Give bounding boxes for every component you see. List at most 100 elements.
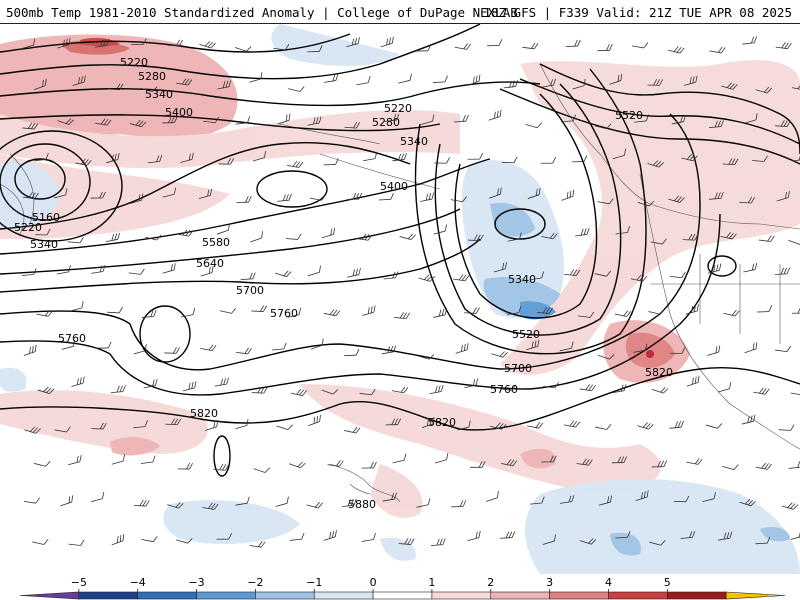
weather-map: 5220 5280 5340 5400 5160 5220 5340 5580 … — [0, 24, 800, 574]
wind-barb — [788, 239, 800, 245]
wind-barb — [310, 338, 324, 350]
wind-barb — [90, 491, 105, 503]
wind-barb — [651, 460, 668, 468]
wind-barb — [753, 387, 770, 395]
wind-barb — [308, 414, 321, 427]
contour-label: 5340 — [30, 238, 58, 251]
wind-barb — [307, 265, 321, 277]
wind-barb — [32, 539, 49, 545]
wind-barb — [35, 228, 51, 236]
contour-label: 5160 — [32, 211, 60, 224]
colorbar-segment — [725, 591, 786, 600]
wind-barb — [57, 118, 74, 125]
wind-barb — [23, 497, 41, 504]
wind-barb — [635, 490, 649, 502]
wind-barb — [647, 79, 664, 86]
wind-barb — [180, 152, 194, 163]
wind-barb — [394, 312, 411, 319]
wind-barb — [56, 265, 71, 275]
wind-barb — [612, 384, 627, 394]
wind-barb — [128, 268, 145, 275]
wind-barb — [579, 538, 597, 545]
wind-barb — [615, 226, 631, 235]
wind-barb — [235, 496, 250, 506]
colorbar-segment — [137, 591, 197, 600]
wind-barb — [344, 426, 361, 434]
contour-label: 5400 — [165, 106, 193, 119]
colorbar-segment — [549, 591, 609, 600]
wind-barb — [709, 46, 726, 54]
wind-barb — [543, 381, 560, 389]
wind-barb — [791, 306, 800, 314]
wind-barb — [721, 82, 738, 90]
wind-barb — [398, 73, 412, 84]
wind-barb — [744, 342, 758, 354]
wind-barb — [669, 347, 686, 354]
wind-barb — [775, 42, 792, 50]
wind-barb — [720, 232, 737, 240]
wind-barb — [756, 305, 773, 313]
wind-barb — [57, 37, 71, 49]
wind-barb — [307, 45, 323, 53]
wind-barb — [96, 341, 112, 349]
wind-barb — [707, 345, 721, 356]
contour-label: 5340 — [400, 135, 428, 148]
wind-barb — [468, 234, 484, 242]
wind-barb — [559, 495, 575, 504]
wind-barb — [541, 455, 557, 463]
wind-barb — [457, 420, 471, 431]
wind-barb — [37, 386, 55, 395]
wind-barb — [306, 501, 323, 509]
wind-barb — [467, 530, 481, 542]
wind-barb — [22, 122, 39, 130]
wind-barb — [285, 233, 302, 240]
wind-barb — [383, 271, 399, 280]
wind-barb — [22, 192, 39, 200]
wind-barb — [309, 194, 326, 201]
colorbar-segment — [667, 591, 727, 600]
wind-barb — [609, 73, 623, 85]
wind-barb — [356, 233, 373, 241]
wind-barb — [177, 462, 193, 470]
wind-barb — [71, 376, 85, 387]
wind-barb — [392, 453, 407, 464]
colorbar-tick-label: −4 — [130, 576, 146, 589]
wind-barb — [758, 235, 775, 242]
wind-barb — [708, 191, 724, 200]
wind-barb — [781, 502, 799, 510]
wind-barb — [614, 310, 632, 317]
wind-barb — [598, 495, 613, 506]
wind-barb — [141, 536, 158, 543]
wind-barb — [432, 75, 448, 84]
contour-label: 5220 — [14, 221, 42, 234]
wind-barb — [651, 387, 669, 394]
colorbar-segment — [372, 591, 433, 600]
colorbar-tick-label: 0 — [370, 576, 377, 589]
wind-barb — [200, 344, 217, 351]
wind-barb — [633, 343, 648, 353]
wind-barb — [421, 417, 435, 429]
wind-barb — [380, 36, 394, 48]
title-bar: 500mb Temp 1981-2010 Standardized Anomal… — [0, 0, 800, 24]
wind-barb — [203, 116, 220, 124]
wind-barb — [273, 44, 290, 51]
wind-barb — [54, 426, 71, 433]
wind-barb — [68, 455, 82, 466]
wind-barb — [253, 467, 271, 473]
wind-barb — [649, 539, 666, 546]
wind-barb — [200, 265, 214, 277]
wind-barb — [181, 308, 196, 318]
wind-barb — [467, 74, 481, 86]
wind-barb — [723, 309, 740, 317]
contour-label: 5280 — [372, 116, 400, 129]
wind-barb — [381, 345, 397, 355]
wind-barb — [417, 354, 435, 360]
wind-barb — [650, 238, 667, 245]
wind-barb — [385, 418, 401, 426]
wind-barb — [451, 500, 467, 508]
wind-barb — [563, 420, 581, 428]
wind-barb — [540, 157, 557, 164]
wind-barb — [107, 306, 123, 314]
wind-barb — [527, 187, 541, 199]
wind-barb — [707, 263, 722, 274]
